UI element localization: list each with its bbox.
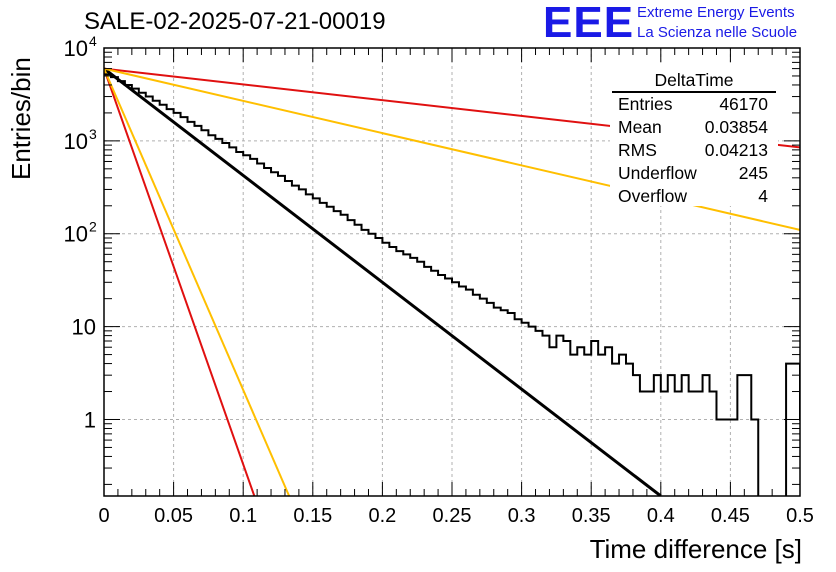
stats-name: DeltaTime [612, 70, 776, 93]
stats-row-underflow: Underflow 245 [618, 163, 768, 183]
y-tick-exponent: 4 [89, 33, 97, 49]
stats-box-background [610, 66, 778, 206]
eee-logo: EEE [543, 0, 635, 47]
y-tick-exponent: 2 [89, 219, 97, 235]
x-tick-label: 0.1 [229, 505, 257, 527]
stats-row-entries: Entries 46170 [618, 94, 768, 114]
stats-row-mean: Mean 0.03854 [618, 117, 768, 137]
x-tick-label: 0.3 [508, 505, 536, 527]
x-tick-label: 0.15 [293, 505, 332, 527]
x-tick-label: 0.5 [786, 505, 814, 527]
y-tick-label: 10 [64, 222, 88, 247]
stats-box: DeltaTime Entries 46170 Mean 0.03854 RMS 0.… [612, 70, 776, 208]
x-axis-label: Time difference [s] [589, 534, 802, 564]
histogram-deltatime [104, 73, 800, 496]
stats-row-overflow: Overflow 4 [618, 186, 768, 206]
x-tick-label: 0.45 [711, 505, 750, 527]
logo-line-1: Extreme Energy Events [637, 4, 795, 21]
logo-line-2: La Scienza nelle Scuole [637, 24, 798, 41]
fit-line-black-0 [104, 67, 662, 496]
x-tick-label: 0.25 [433, 505, 472, 527]
x-tick-label: 0.35 [572, 505, 611, 527]
fit-line-red-3 [104, 68, 256, 496]
stats-row-rms: RMS 0.04213 [618, 140, 768, 160]
y-tick-label: 10 [72, 315, 96, 340]
fit-line-orange-4 [104, 68, 291, 496]
y-tick-label: 10 [64, 129, 88, 154]
y-tick-label: 1 [84, 407, 96, 432]
y-axis-label: Entries/bin [6, 57, 36, 180]
x-tick-label: 0.4 [647, 505, 675, 527]
x-tick-label: 0.2 [368, 505, 396, 527]
x-tick-label: 0.05 [154, 505, 193, 527]
y-tick-exponent: 3 [89, 126, 97, 142]
y-tick-label: 10 [64, 36, 88, 61]
chart-title: SALE-02-2025-07-21-00019 [84, 8, 386, 35]
x-tick-label: 0 [98, 505, 109, 527]
